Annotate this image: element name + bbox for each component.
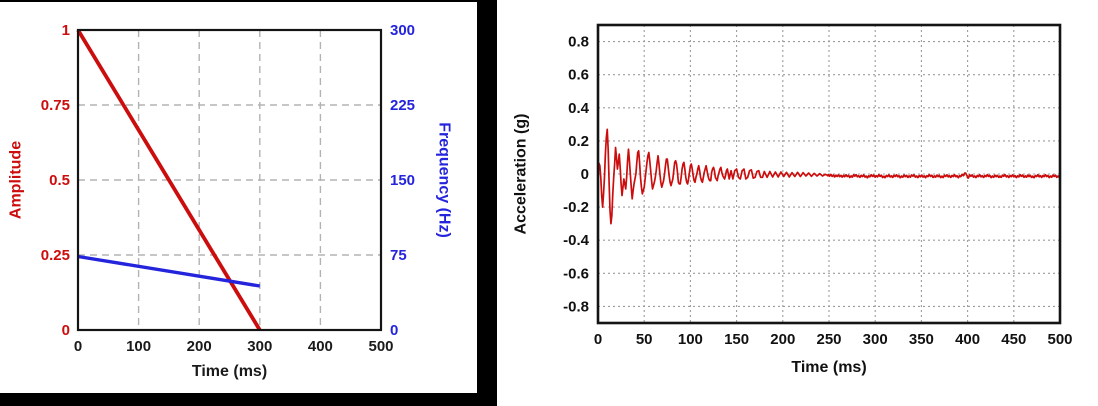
y-tick-label: -0.2 [563, 199, 589, 216]
right-y-tick-label: 225 [390, 97, 415, 114]
sweep-figure: 1 0.75 0.5 0.25 0 300 225 150 75 0 0 100 200 300 400 50… [0, 2, 477, 393]
x-tick-label: 400 [308, 338, 333, 355]
frequency-line [77, 254, 261, 288]
x-tick-label: 200 [770, 331, 795, 348]
x-tick-label: 200 [187, 338, 212, 355]
left-y-tick-label: 0 [62, 322, 70, 339]
acceleration-figure: 0.8 0.6 0.4 0.2 0 -0.2 -0.4 -0.6 -0.8 0 50 100 150 20… [497, 0, 1098, 406]
sweep-figure-black-frame: 1 0.75 0.5 0.25 0 300 225 150 75 0 0 100 200 300 400 50… [0, 0, 497, 406]
x-tick-label: 250 [816, 331, 841, 348]
x-tick-label: 150 [724, 331, 749, 348]
x-tick-label: 400 [955, 331, 980, 348]
right-y-axis-title: Frequency (Hz) [436, 122, 453, 238]
x-axis-title: Time (ms) [791, 359, 866, 376]
y-tick-label: -0.4 [563, 232, 590, 249]
acceleration-chart: 0.8 0.6 0.4 0.2 0 -0.2 -0.4 -0.6 -0.8 0 50 100 150 20… [513, 23, 1073, 376]
plot-frame [76, 28, 383, 332]
plot-frame [596, 23, 1062, 325]
left-y-tick-label: 1 [62, 22, 70, 39]
x-tick-label: 500 [368, 338, 393, 355]
grid [598, 25, 1060, 323]
right-y-tick-label: 300 [390, 22, 415, 39]
x-tick-label: 0 [594, 331, 602, 348]
left-y-tick-label: 0.5 [49, 172, 70, 189]
y-tick-label: 0.8 [568, 34, 589, 51]
y-tick-label: -0.8 [563, 298, 589, 315]
x-tick-label: 100 [126, 338, 151, 355]
x-tick-label: 450 [1001, 331, 1026, 348]
x-tick-label: 50 [636, 331, 653, 348]
x-tick-label: 300 [247, 338, 272, 355]
right-y-tick-label: 0 [390, 322, 398, 339]
y-tick-label: 0.6 [568, 67, 589, 84]
left-y-tick-label: 0.75 [41, 97, 70, 114]
right-y-tick-label: 150 [390, 172, 415, 189]
left-y-axis-title: Amplitude [8, 141, 25, 219]
acceleration-waveform [597, 128, 1061, 225]
y-tick-label: -0.6 [563, 265, 589, 282]
x-tick-label: 100 [678, 331, 703, 348]
y-axis-title: Acceleration (g) [513, 114, 530, 235]
right-y-tick-label: 75 [390, 247, 407, 264]
grid [78, 30, 381, 330]
y-tick-label: 0.2 [568, 133, 589, 150]
x-tick-label: 350 [909, 331, 934, 348]
x-axis-title: Time (ms) [192, 363, 267, 380]
y-tick-label: 0.4 [568, 100, 590, 117]
left-y-tick-label: 0.25 [41, 247, 70, 264]
y-tick-label: 0 [581, 166, 589, 183]
x-tick-label: 500 [1047, 331, 1072, 348]
x-tick-label: 0 [74, 338, 82, 355]
x-tick-label: 300 [863, 331, 888, 348]
